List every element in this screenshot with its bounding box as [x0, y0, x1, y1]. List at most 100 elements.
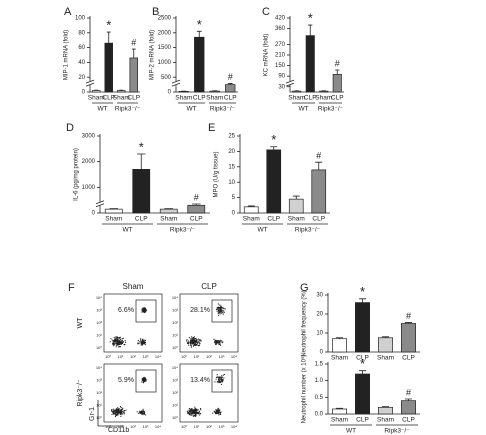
y-tick-label: 20 [78, 75, 85, 81]
event-dot [188, 409, 190, 411]
error-bar [381, 336, 390, 338]
event-dot [198, 338, 200, 340]
event-dot [118, 337, 120, 340]
y-tick-label: 0.5 [315, 395, 324, 401]
x-tick-label: Sham [88, 95, 105, 102]
event-dot [140, 339, 142, 341]
y-tick-label: 420 [275, 16, 286, 22]
y-tick-label: 150 [275, 63, 286, 69]
event-dot [117, 414, 119, 416]
event-dot [115, 414, 117, 417]
event-dot [192, 409, 195, 411]
event-dot [191, 409, 193, 411]
event-dot [191, 336, 193, 338]
event-dot [197, 409, 199, 411]
event-dot [216, 374, 218, 376]
significance-mark: # [131, 37, 136, 47]
bar [378, 406, 393, 415]
event-dot [214, 340, 216, 342]
event-dot [136, 411, 138, 413]
event-dot [138, 412, 140, 415]
event-dot [142, 409, 144, 411]
event-dot [114, 413, 116, 415]
significance-mark: * [271, 132, 276, 147]
event-dot [214, 381, 216, 383]
x-tick-label: 10⁰ [181, 354, 187, 359]
event-dot [186, 410, 188, 413]
x-tick-label: CLP [312, 216, 325, 223]
axis-break-mark [171, 79, 181, 87]
event-dot [222, 313, 224, 315]
event-dot [142, 377, 144, 380]
event-dot [220, 305, 222, 307]
event-dot [123, 413, 125, 415]
event-dot [216, 341, 218, 344]
axis-break [96, 201, 104, 206]
event-dot [219, 304, 221, 306]
event-dot [120, 338, 122, 341]
bar [355, 373, 370, 415]
event-dot [215, 376, 218, 378]
error-bar [196, 30, 202, 38]
event-dot [140, 343, 142, 345]
event-dot [195, 340, 197, 342]
event-dot [193, 336, 195, 338]
event-dot [191, 342, 193, 344]
y-tick-label: 10⁰ [172, 415, 178, 420]
x-tick-label: 10² [206, 354, 212, 359]
event-dot [219, 313, 221, 315]
event-dot [193, 340, 195, 342]
event-dot [193, 344, 195, 346]
event-dot [111, 408, 113, 411]
y-tick-label: 10¹ [172, 403, 178, 408]
event-dot [144, 379, 146, 381]
bar [243, 206, 259, 214]
event-dot [223, 311, 225, 313]
y-tick-label: 10⁴ [96, 365, 102, 370]
event-dot [143, 410, 145, 412]
y-axis-label: Neutrophil number (x 10⁶) [301, 355, 308, 424]
event-dot [216, 307, 218, 309]
y-tick-label: 270 [275, 42, 286, 48]
event-dot [217, 381, 219, 383]
event-dot [123, 343, 125, 346]
event-dot [191, 413, 193, 415]
event-dot [215, 378, 217, 380]
event-dot [192, 342, 194, 344]
event-dot [119, 410, 121, 412]
group-label: Ripk3⁻/⁻ [318, 106, 344, 113]
x-axis-label: CD11b [108, 427, 129, 434]
event-dot [144, 377, 146, 379]
y-tick-label: 10³ [172, 308, 178, 313]
event-dot [143, 412, 145, 415]
significance-mark: * [360, 356, 365, 371]
event-dot [114, 339, 116, 341]
panel-letter: D [66, 122, 74, 134]
x-tick-label: 10³ [219, 354, 225, 359]
event-dot [194, 406, 196, 408]
y-tick-label: 10⁴ [172, 365, 178, 370]
bar [319, 90, 329, 93]
event-dot [112, 410, 114, 413]
event-dot [188, 344, 190, 346]
event-dot [220, 411, 222, 414]
event-dot [139, 412, 141, 414]
gate [211, 299, 233, 323]
event-dot [190, 343, 192, 345]
group-label: WT [97, 106, 107, 113]
event-dot [196, 340, 198, 343]
bar [378, 337, 393, 353]
x-tick-label: CLP [356, 417, 369, 424]
bar [292, 90, 302, 93]
significance-mark: * [139, 139, 144, 154]
error-bar [335, 407, 344, 409]
y-tick-label: 5 [232, 195, 236, 201]
x-tick-label: 10² [130, 354, 136, 359]
event-dot [116, 345, 118, 347]
bar [288, 198, 304, 214]
event-dot [119, 336, 121, 338]
y-axis-label: MIP-2 mRNA (fold) [150, 30, 156, 80]
event-dot [140, 412, 142, 414]
group-label: WT [257, 227, 267, 234]
event-dot [216, 410, 218, 413]
